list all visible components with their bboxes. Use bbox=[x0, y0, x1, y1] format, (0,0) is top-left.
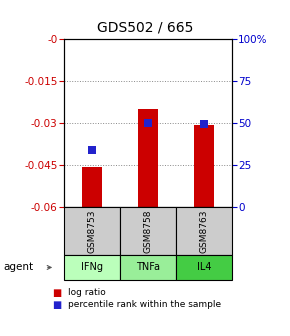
Text: log ratio: log ratio bbox=[68, 289, 106, 297]
Bar bbox=[138, 109, 158, 207]
Point bbox=[202, 122, 206, 127]
Text: IFNg: IFNg bbox=[81, 262, 103, 272]
Text: percentile rank within the sample: percentile rank within the sample bbox=[68, 300, 221, 309]
Text: TNFa: TNFa bbox=[136, 262, 160, 272]
Point bbox=[146, 120, 150, 125]
Text: ■: ■ bbox=[52, 300, 61, 310]
Text: ■: ■ bbox=[52, 288, 61, 298]
Text: GSM8763: GSM8763 bbox=[200, 209, 209, 253]
Text: GDS502 / 665: GDS502 / 665 bbox=[97, 20, 193, 34]
Bar bbox=[194, 125, 214, 207]
Text: GSM8753: GSM8753 bbox=[87, 209, 96, 253]
Text: agent: agent bbox=[3, 262, 33, 272]
Text: GSM8758: GSM8758 bbox=[143, 209, 153, 253]
Bar bbox=[82, 167, 102, 207]
Point bbox=[90, 147, 94, 152]
Text: IL4: IL4 bbox=[197, 262, 211, 272]
